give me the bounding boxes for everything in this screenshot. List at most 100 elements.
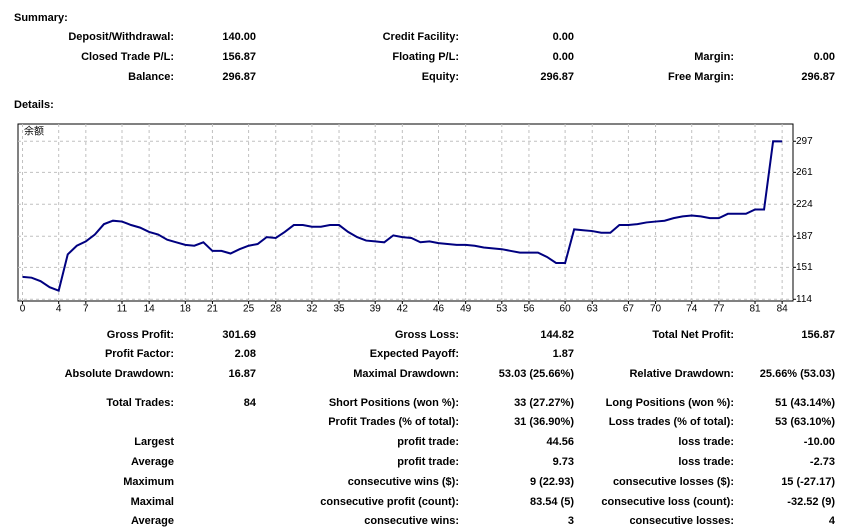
x-tick-label: 7 — [83, 304, 89, 315]
field-value: 53.03 (25.66%) — [499, 368, 575, 380]
field-value: 0.00 — [553, 51, 574, 63]
field-label: Relative Drawdown: — [629, 368, 734, 380]
field-value: -10.00 — [804, 436, 835, 448]
details-heading: Details: — [14, 99, 54, 111]
field-value: 1.87 — [553, 348, 574, 360]
x-tick-label: 46 — [433, 304, 445, 315]
field-label: consecutive wins: — [364, 515, 459, 527]
field-value: 156.87 — [801, 329, 835, 341]
y-tick-label: 114 — [796, 294, 812, 305]
x-tick-label: 42 — [397, 304, 409, 315]
field-label: profit trade: — [397, 456, 459, 468]
field-label: Total Trades: — [106, 397, 174, 409]
x-tick-label: 56 — [523, 304, 535, 315]
x-tick-label: 60 — [560, 304, 572, 315]
x-tick-label: 67 — [623, 304, 635, 315]
field-value: -2.73 — [810, 456, 835, 468]
field-value: 156.87 — [222, 51, 256, 63]
field-value: 4 — [829, 515, 836, 527]
field-label: Free Margin: — [668, 71, 734, 83]
field-value: 140.00 — [222, 31, 256, 43]
balance-line — [22, 140, 783, 292]
field-value: 296.87 — [222, 71, 256, 83]
field-label: Maximal Drawdown: — [353, 368, 459, 380]
field-value: 31 (36.90%) — [514, 416, 574, 428]
field-value: 3 — [568, 515, 574, 527]
field-label: consecutive losses ($): — [613, 476, 734, 488]
field-value: 83.54 (5) — [530, 496, 574, 508]
x-tick-label: 70 — [650, 304, 662, 315]
field-value: 296.87 — [540, 71, 574, 83]
field-label: Deposit/Withdrawal: — [68, 31, 174, 43]
field-label: consecutive loss (count): — [601, 496, 734, 508]
field-label: Largest — [134, 436, 174, 448]
x-tick-label: 32 — [306, 304, 318, 315]
field-label: Long Positions (won %): — [606, 397, 734, 409]
x-tick-label: 18 — [180, 304, 192, 315]
field-value: 53 (63.10%) — [775, 416, 835, 428]
field-value: 51 (43.14%) — [775, 397, 835, 409]
field-value: 16.87 — [228, 368, 256, 380]
field-label: Gross Profit: — [107, 329, 174, 341]
field-label: consecutive wins ($): — [348, 476, 459, 488]
x-tick-label: 28 — [270, 304, 282, 315]
x-tick-label: 14 — [144, 304, 156, 315]
field-value: 9 (22.93) — [530, 476, 574, 488]
x-tick-label: 11 — [117, 304, 128, 315]
field-label: Balance: — [128, 71, 174, 83]
y-tick-label: 151 — [796, 262, 813, 273]
field-label: Floating P/L: — [392, 51, 459, 63]
plot-frame — [17, 123, 794, 302]
field-value: 144.82 — [540, 329, 574, 341]
x-tick-label: 39 — [370, 304, 382, 315]
field-value: 9.73 — [553, 456, 574, 468]
field-value: 0.00 — [814, 51, 835, 63]
x-tick-label: 74 — [686, 304, 698, 315]
field-label: Maximal — [131, 496, 174, 508]
x-tick-label: 25 — [243, 304, 255, 315]
field-label: Equity: — [422, 71, 459, 83]
field-value: 44.56 — [546, 436, 574, 448]
field-label: Average — [131, 456, 174, 468]
field-value: 301.69 — [222, 329, 256, 341]
y-tick-label: 187 — [796, 231, 813, 242]
field-label: Gross Loss: — [395, 329, 459, 341]
y-tick-label: 261 — [796, 167, 813, 178]
x-tick-label: 21 — [207, 304, 219, 315]
field-value: 25.66% (53.03) — [760, 368, 836, 380]
field-label: Profit Trades (% of total): — [328, 416, 459, 428]
legend-label: 余额 — [24, 125, 44, 138]
field-value: 0.00 — [553, 31, 574, 43]
x-tick-label: 0 — [20, 304, 26, 315]
y-tick-label: 297 — [796, 136, 813, 147]
field-label: Maximum — [123, 476, 174, 488]
field-label: profit trade: — [397, 436, 459, 448]
field-label: Average — [131, 515, 174, 527]
field-label: Expected Payoff: — [370, 348, 459, 360]
field-value: 2.08 — [235, 348, 256, 360]
field-label: loss trade: — [678, 456, 734, 468]
x-tick-label: 84 — [777, 304, 789, 315]
field-label: Profit Factor: — [105, 348, 174, 360]
x-tick-label: 77 — [713, 304, 725, 315]
x-tick-label: 81 — [749, 304, 761, 315]
field-label: consecutive profit (count): — [320, 496, 459, 508]
x-tick-label: 35 — [333, 304, 345, 315]
field-label: consecutive losses: — [629, 515, 734, 527]
field-label: Margin: — [694, 51, 734, 63]
field-label: Absolute Drawdown: — [65, 368, 174, 380]
field-label: Closed Trade P/L: — [81, 51, 174, 63]
x-tick-label: 4 — [56, 304, 62, 315]
y-tick-label: 224 — [796, 199, 813, 210]
field-value: 296.87 — [801, 71, 835, 83]
x-tick-label: 53 — [496, 304, 508, 315]
field-value: 33 (27.27%) — [514, 397, 574, 409]
field-label: Credit Facility: — [383, 31, 459, 43]
field-label: Loss trades (% of total): — [609, 416, 734, 428]
field-value: -32.52 (9) — [787, 496, 835, 508]
field-value: 84 — [244, 397, 257, 409]
x-tick-label: 63 — [587, 304, 599, 315]
x-tick-label: 49 — [460, 304, 472, 315]
summary-heading: Summary: — [14, 12, 68, 24]
